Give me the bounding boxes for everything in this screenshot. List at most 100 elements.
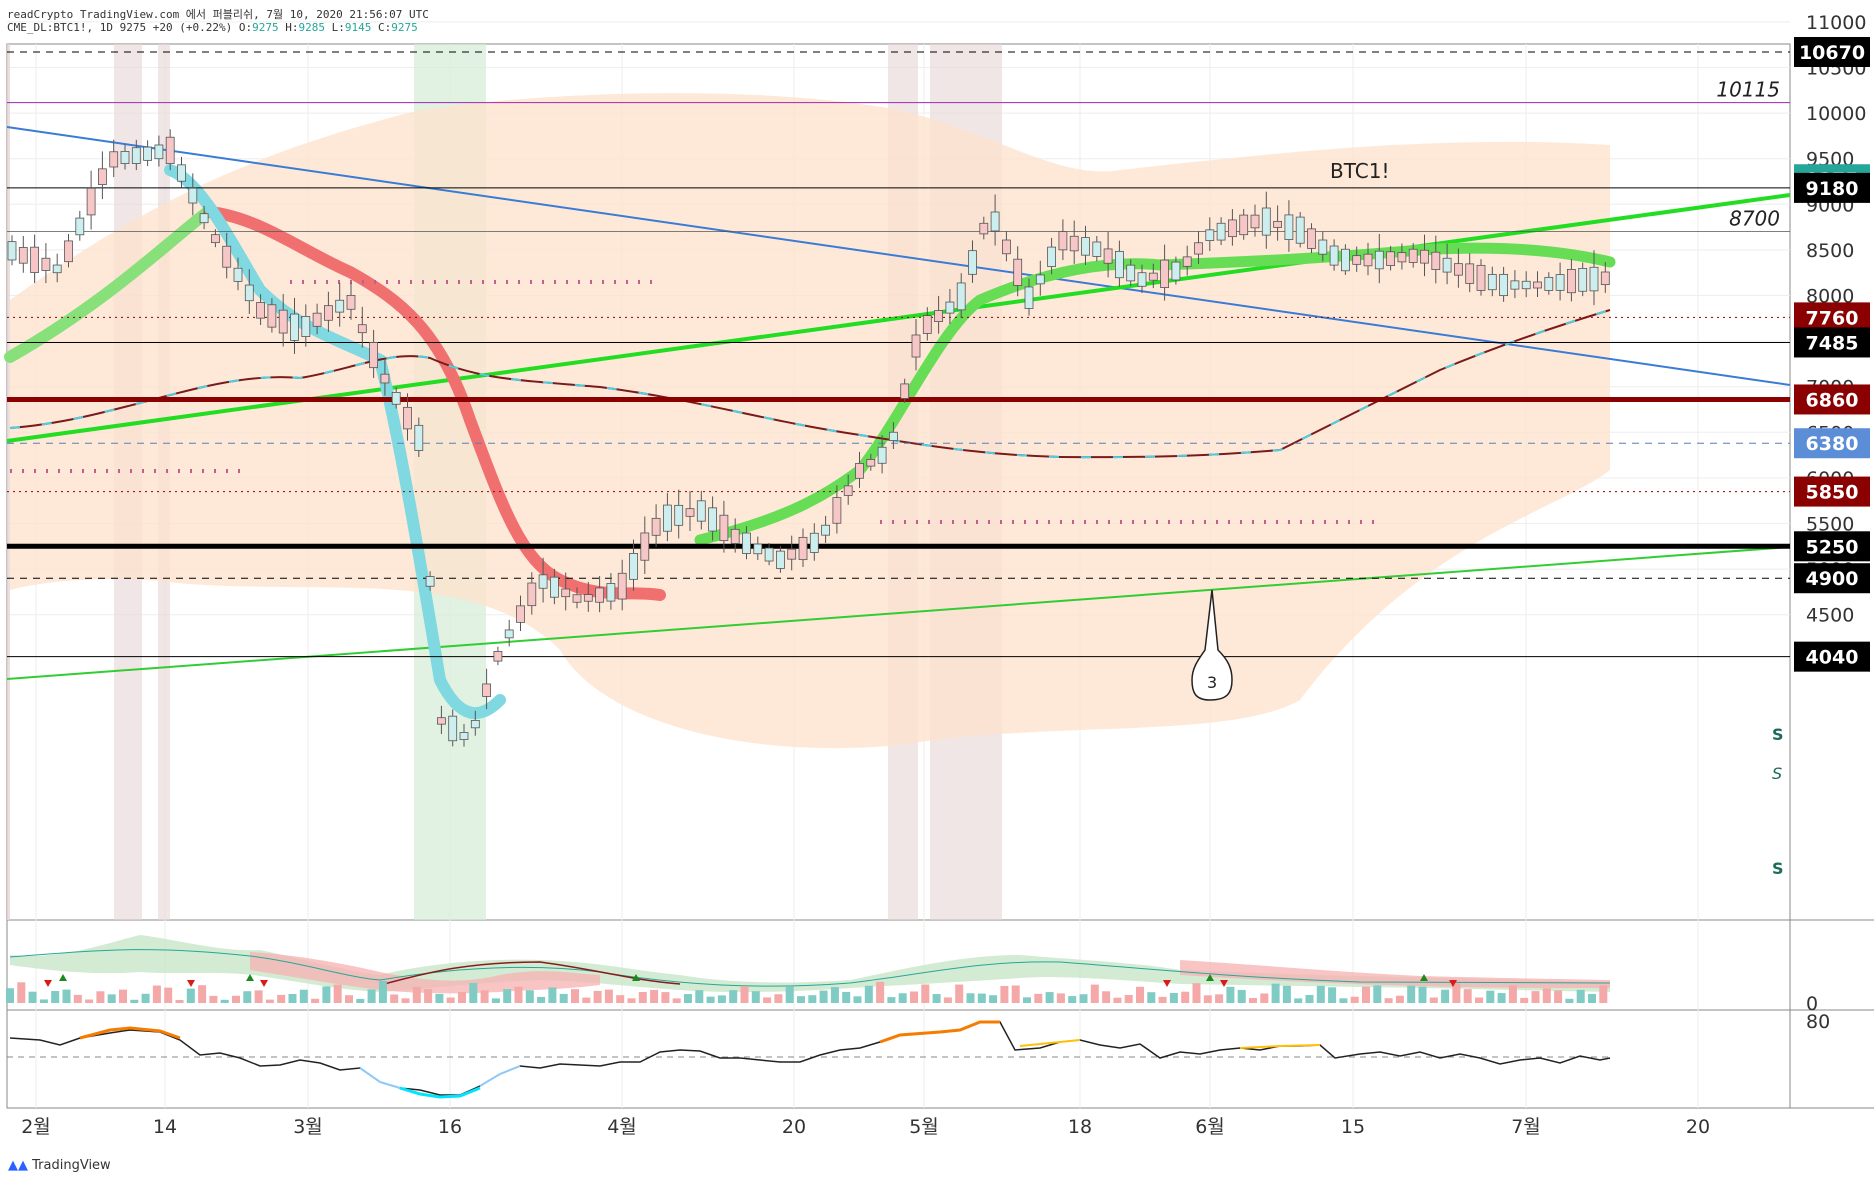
horizontal-levels bbox=[7, 51, 1790, 658]
time-axis: 2월 14 3월 16 4월 20 5월 18 6월 15 7월 20 bbox=[21, 1116, 1710, 1138]
sell-marker-icon bbox=[1220, 980, 1228, 987]
callout-number: 3 bbox=[1207, 673, 1217, 692]
candle-body bbox=[1171, 261, 1181, 281]
candle-body bbox=[1137, 272, 1147, 287]
histogram-bar bbox=[491, 998, 500, 1003]
candle-body bbox=[1318, 239, 1328, 255]
tradingview-logo[interactable]: ▲▲ TradingView bbox=[8, 1158, 111, 1173]
publish-info: readCrypto TradingView.com 에서 퍼블리쉬, 7월 1… bbox=[7, 8, 429, 21]
candle-body bbox=[290, 313, 299, 341]
histogram-bar bbox=[401, 998, 410, 1003]
candle-body bbox=[1487, 274, 1497, 291]
candle-body bbox=[18, 247, 28, 264]
histogram-bar bbox=[378, 980, 387, 1003]
histogram-bar bbox=[1079, 994, 1088, 1003]
candle-body bbox=[448, 715, 458, 742]
price-label-box bbox=[1794, 327, 1870, 358]
candle-body bbox=[436, 717, 446, 725]
y-tick-label: 5500 bbox=[1806, 514, 1854, 536]
ind1-signal-line bbox=[9, 949, 1611, 987]
candle-body bbox=[312, 312, 322, 327]
candle-body bbox=[1035, 274, 1045, 285]
histogram-bar bbox=[390, 994, 399, 1003]
ind2-oversold-2 bbox=[399, 1086, 481, 1099]
histogram-bar bbox=[774, 994, 783, 1003]
histogram-bar bbox=[1090, 984, 1099, 1003]
histogram-bar bbox=[1068, 996, 1077, 1003]
candle-body bbox=[550, 576, 559, 598]
ind2-oversold-1 bbox=[359, 1067, 401, 1089]
band-cloud bbox=[10, 93, 1610, 749]
histogram-bar bbox=[898, 993, 907, 1003]
histogram-bar bbox=[763, 997, 772, 1003]
candle-body bbox=[1081, 237, 1090, 256]
candle-body bbox=[75, 217, 85, 236]
candle-body bbox=[1454, 263, 1463, 276]
candle-body bbox=[210, 234, 220, 244]
histogram-bar bbox=[1249, 997, 1257, 1003]
sell-marker-icon bbox=[187, 980, 195, 987]
histogram-bar bbox=[1136, 986, 1144, 1003]
candle-body bbox=[470, 719, 480, 729]
symbol-watermark: BTC1! bbox=[1330, 159, 1389, 183]
histogram-bar bbox=[1237, 989, 1246, 1003]
histogram-bar bbox=[729, 990, 738, 1003]
candle-body bbox=[109, 151, 119, 168]
candle-body bbox=[357, 324, 367, 334]
histogram-bar bbox=[62, 989, 71, 1003]
candle-body bbox=[1182, 256, 1192, 267]
histogram-bar bbox=[1554, 990, 1563, 1003]
logo-icon: ▲▲ bbox=[8, 1158, 28, 1173]
histogram-bar bbox=[265, 999, 274, 1003]
candle-body bbox=[380, 373, 390, 384]
histogram-bar bbox=[842, 991, 851, 1003]
ind2-overbought-1 bbox=[79, 1026, 181, 1040]
high-value: 9285 bbox=[298, 21, 325, 34]
candle-body bbox=[798, 536, 808, 561]
histogram-bar bbox=[943, 997, 952, 1003]
price-label-text: 6380 bbox=[1806, 433, 1859, 455]
candle-body bbox=[787, 548, 797, 560]
histogram-bar bbox=[412, 986, 421, 1003]
candle-body bbox=[1092, 241, 1102, 257]
ohlc-legend: CME_DL:BTC1!, 1D 9275 +20 (+0.22%) O:927… bbox=[7, 21, 418, 34]
histogram-bar bbox=[277, 994, 286, 1003]
change-value: +20 (+0.22%) bbox=[152, 21, 233, 34]
histogram-bar bbox=[130, 999, 139, 1003]
candle-body bbox=[1148, 272, 1158, 281]
ind1-markers bbox=[44, 974, 1457, 987]
histogram-bar bbox=[39, 999, 48, 1003]
candle-body bbox=[1420, 249, 1429, 264]
x-tick-label: 4월 bbox=[607, 1116, 637, 1138]
logo-text: TradingView bbox=[32, 1158, 111, 1173]
histogram-bar bbox=[695, 990, 704, 1003]
ema-green-2 bbox=[694, 242, 1616, 546]
candle-body bbox=[1228, 219, 1237, 238]
histogram-bar bbox=[1260, 993, 1269, 1003]
candles bbox=[7, 129, 1610, 747]
histogram-bar bbox=[322, 986, 331, 1003]
candle-body bbox=[41, 257, 51, 271]
candle-body bbox=[617, 572, 627, 600]
price-label-text: 10670 bbox=[1799, 42, 1865, 64]
candle-body bbox=[934, 310, 943, 322]
histogram-bar bbox=[1294, 998, 1303, 1003]
histogram-bar bbox=[808, 995, 817, 1003]
candle-body bbox=[346, 294, 356, 310]
histogram-bar bbox=[1441, 989, 1450, 1003]
histogram-bar bbox=[717, 995, 726, 1003]
histogram-bar bbox=[424, 989, 433, 1003]
candle-body bbox=[391, 392, 401, 405]
y-tick-label: 8500 bbox=[1806, 240, 1854, 262]
candle-body bbox=[1589, 266, 1599, 292]
price-label-text: 7760 bbox=[1806, 307, 1859, 329]
candle-body bbox=[1397, 252, 1407, 263]
histogram-bar bbox=[345, 995, 353, 1003]
candle-body bbox=[1408, 248, 1418, 263]
ind2-warm-1 bbox=[1019, 1039, 1081, 1047]
candle-body bbox=[323, 305, 333, 321]
histogram-bar bbox=[864, 985, 873, 1003]
candle-body bbox=[945, 301, 955, 314]
s-marker: S bbox=[1772, 859, 1784, 878]
